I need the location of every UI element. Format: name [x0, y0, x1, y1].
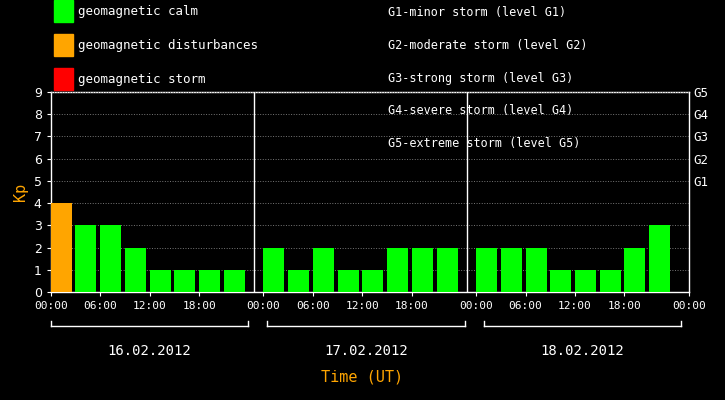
- Text: 16.02.2012: 16.02.2012: [107, 344, 191, 358]
- Text: geomagnetic storm: geomagnetic storm: [78, 74, 206, 86]
- Bar: [224, 270, 245, 292]
- Bar: [288, 270, 309, 292]
- Bar: [649, 225, 670, 292]
- Bar: [100, 225, 121, 292]
- Text: geomagnetic calm: geomagnetic calm: [78, 6, 199, 18]
- Text: Time (UT): Time (UT): [321, 369, 404, 384]
- Bar: [149, 270, 170, 292]
- Bar: [175, 270, 196, 292]
- Text: 18.02.2012: 18.02.2012: [541, 344, 624, 358]
- Bar: [526, 248, 547, 292]
- Text: geomagnetic disturbances: geomagnetic disturbances: [78, 40, 258, 52]
- Text: G2-moderate storm (level G2): G2-moderate storm (level G2): [388, 39, 587, 52]
- Bar: [125, 248, 146, 292]
- Bar: [624, 248, 645, 292]
- Bar: [51, 203, 72, 292]
- Bar: [338, 270, 359, 292]
- Bar: [263, 248, 284, 292]
- Bar: [199, 270, 220, 292]
- Text: 17.02.2012: 17.02.2012: [324, 344, 408, 358]
- Bar: [313, 248, 334, 292]
- Text: G3-strong storm (level G3): G3-strong storm (level G3): [388, 72, 573, 85]
- Text: G4-severe storm (level G4): G4-severe storm (level G4): [388, 104, 573, 118]
- Y-axis label: Kp: Kp: [13, 183, 28, 201]
- Bar: [600, 270, 621, 292]
- Bar: [362, 270, 384, 292]
- Bar: [412, 248, 433, 292]
- Bar: [436, 248, 457, 292]
- Bar: [550, 270, 571, 292]
- Bar: [387, 248, 408, 292]
- Text: G1-minor storm (level G1): G1-minor storm (level G1): [388, 6, 566, 19]
- Bar: [575, 270, 596, 292]
- Bar: [501, 248, 522, 292]
- Text: G5-extreme storm (level G5): G5-extreme storm (level G5): [388, 137, 580, 150]
- Bar: [476, 248, 497, 292]
- Bar: [75, 225, 96, 292]
